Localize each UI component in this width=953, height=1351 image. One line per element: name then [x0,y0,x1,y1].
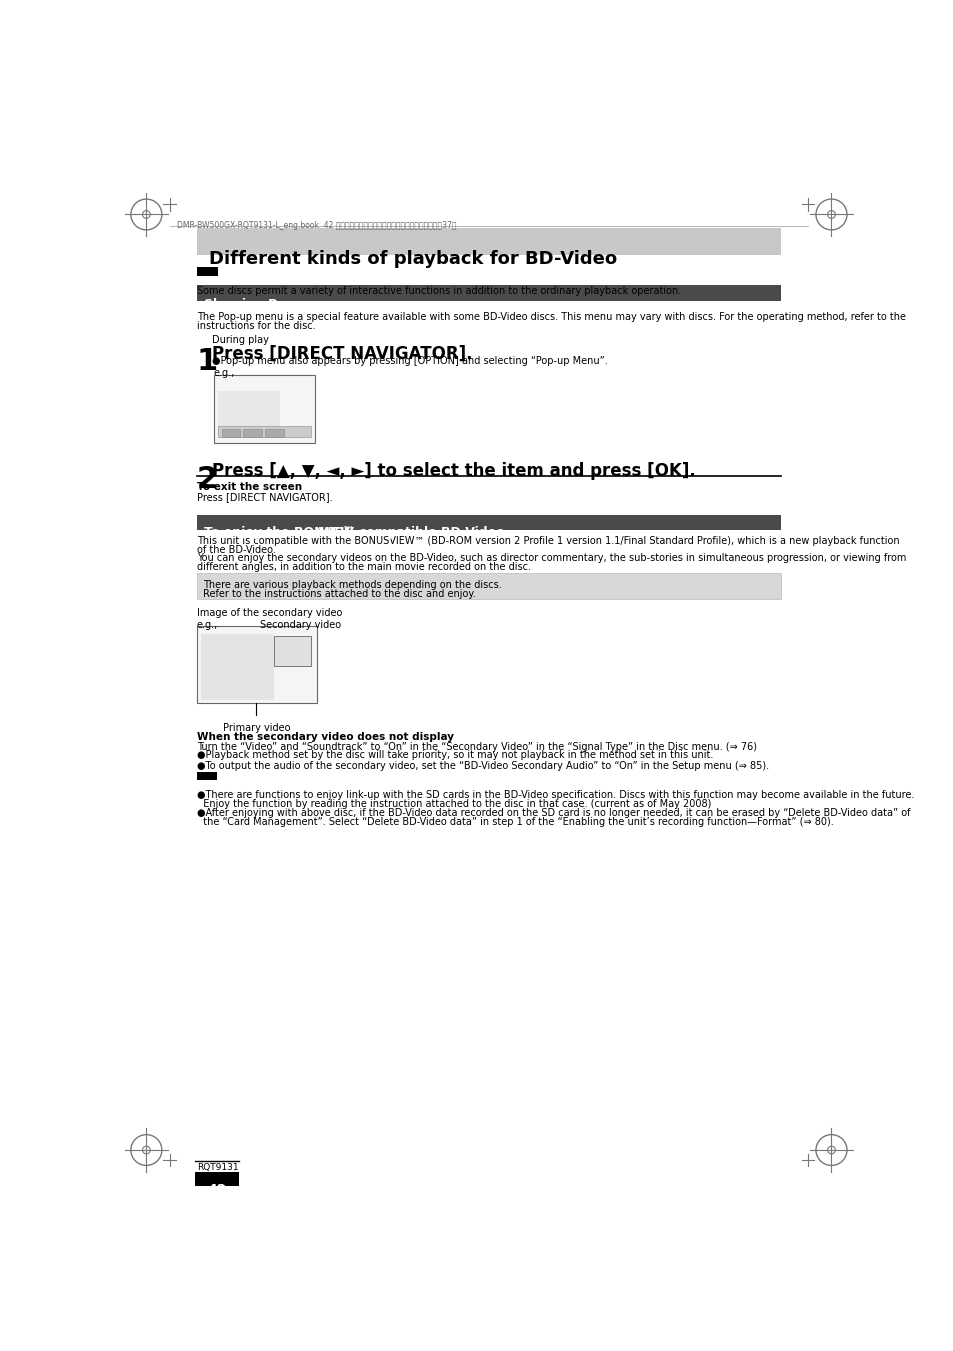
Text: Showing Pop-up menu: Showing Pop-up menu [204,297,361,311]
Text: VIEW: VIEW [316,527,353,539]
Text: e.g.,: e.g., [196,620,218,631]
Text: When the secondary video does not display: When the secondary video does not displa… [196,732,454,742]
Text: To enjoy the BONUS: To enjoy the BONUS [204,527,344,539]
Bar [217,426,311,436]
Text: DMR-BW500GX-RQT9131-L_eng.book  42 ページ　２００８年５月１２日　月曜日　午前９時37分: DMR-BW500GX-RQT9131-L_eng.book 42 ページ ２０… [177,220,456,230]
Text: Image of the secondary video: Image of the secondary video [196,608,342,617]
Text: instructions for the disc.: instructions for the disc. [196,320,315,331]
Bar [274,636,311,666]
Text: 1: 1 [196,347,218,376]
Text: Press [DIRECT NAVIGATOR].: Press [DIRECT NAVIGATOR]. [212,345,473,362]
Bar [196,627,316,704]
Text: ●There are functions to enjoy link-up with the SD cards in the BD-Video specific: ●There are functions to enjoy link-up wi… [196,790,913,800]
Text: There are various playback methods depending on the discs.: There are various playback methods depen… [203,580,501,590]
Bar [265,430,283,436]
Text: Enjoy the function by reading the instruction attached to the disc in that case.: Enjoy the function by reading the instru… [196,798,710,809]
Text: Primary video: Primary video [222,723,290,734]
Text: Some discs permit a variety of interactive functions in addition to the ordinary: Some discs permit a variety of interacti… [196,286,680,296]
Text: the “Card Management”. Select “Delete BD-Video data” in step 1 of the “Enabling : the “Card Management”. Select “Delete BD… [196,816,833,827]
Text: Refer to the instructions attached to the disc and enjoy.: Refer to the instructions attached to th… [203,589,476,600]
Text: ™ compatible BD-Video: ™ compatible BD-Video [342,527,504,539]
Bar [196,573,781,598]
Text: BD-V: BD-V [198,276,221,285]
Text: Note: Note [198,781,221,789]
Text: Secondary video: Secondary video [260,620,341,631]
Bar [196,285,781,301]
Bar [196,771,216,781]
Bar [243,430,261,436]
Text: During play: During play [212,335,269,346]
Text: ●To output the audio of the secondary video, set the “BD-Video Secondary Audio” : ●To output the audio of the secondary vi… [196,761,768,771]
Text: This unit is compatible with the BONUSVIEW™ (BD-ROM version 2 Profile 1 version : This unit is compatible with the BONUSVI… [196,536,899,546]
Text: Press [▲, ▼, ◄, ►] to select the item and press [OK].: Press [▲, ▼, ◄, ►] to select the item an… [212,462,696,480]
Text: Press [DIRECT NAVIGATOR].: Press [DIRECT NAVIGATOR]. [196,492,332,501]
Bar [221,430,240,436]
Text: different angles, in addition to the main movie recorded on the disc.: different angles, in addition to the mai… [196,562,530,571]
Bar [213,376,314,443]
Bar [217,390,279,436]
Text: ●Playback method set by the disc will take priority, so it may not playback in t: ●Playback method set by the disc will ta… [196,750,713,761]
Text: e.g.,: e.g., [213,369,234,378]
Text: To exit the screen: To exit the screen [196,482,301,493]
Bar [196,267,218,276]
Text: ●Pop-up menu also appears by pressing [OPTION] and selecting “Pop-up Menu”.: ●Pop-up menu also appears by pressing [O… [212,357,607,366]
Text: Turn the “Video” and “Soundtrack” to “On” in the “Secondary Video” in the “Signa: Turn the “Video” and “Soundtrack” to “On… [196,742,756,753]
Text: The Pop-up menu is a special feature available with some BD-Video discs. This me: The Pop-up menu is a special feature ava… [196,312,904,323]
Text: of the BD-Video.: of the BD-Video. [196,544,275,555]
Bar [195,1173,238,1186]
Text: 2: 2 [196,465,217,493]
Text: RQT9131: RQT9131 [196,1163,238,1173]
Bar [196,515,781,530]
Text: 42: 42 [207,1183,227,1197]
Bar [200,634,274,700]
Bar [196,228,781,254]
Text: Different kinds of playback for BD-Video: Different kinds of playback for BD-Video [209,250,617,267]
Text: You can enjoy the secondary videos on the BD-Video, such as director commentary,: You can enjoy the secondary videos on th… [196,554,905,563]
Text: ●After enjoying with above disc, if the BD-Video data recorded on the SD card is: ●After enjoying with above disc, if the … [196,808,909,819]
